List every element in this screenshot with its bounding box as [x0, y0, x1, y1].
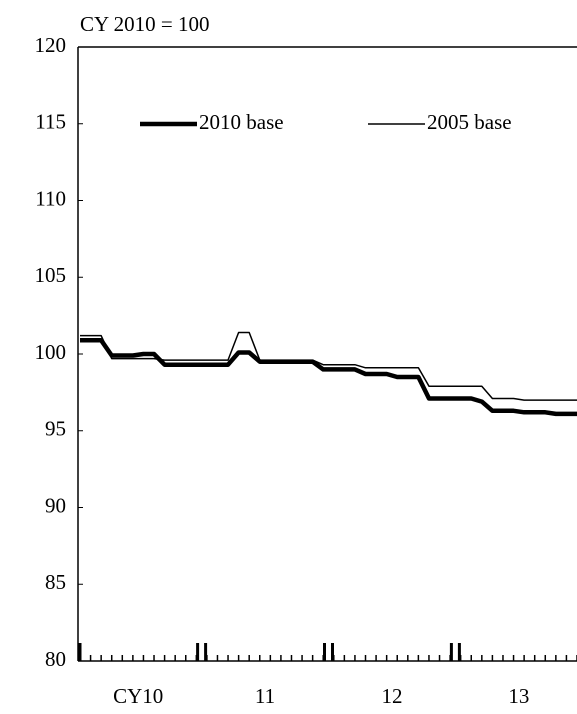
y-tick-label: 90 [45, 493, 66, 517]
chart-title: CY 2010 = 100 [80, 12, 210, 36]
series-line [80, 337, 577, 417]
x-group-label: 11 [255, 684, 275, 708]
series-line [80, 331, 577, 401]
y-tick-label: 115 [35, 110, 66, 134]
y-tick-label: 110 [35, 186, 66, 210]
x-group-label: 12 [381, 684, 402, 708]
x-group-label: CY10 [113, 684, 163, 708]
y-tick-label: 100 [35, 340, 67, 364]
legend-label: 2005 base [427, 110, 512, 134]
y-tick-label: 80 [45, 647, 66, 671]
y-tick-label: 95 [45, 417, 66, 441]
y-tick-label: 120 [35, 33, 67, 57]
legend-label: 2010 base [199, 110, 284, 134]
y-tick-label: 105 [35, 263, 67, 287]
y-tick-label: 85 [45, 570, 66, 594]
x-group-label: 13 [508, 684, 529, 708]
